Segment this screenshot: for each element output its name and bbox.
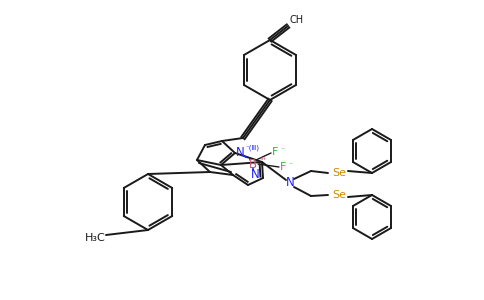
Text: ⁻(Ⅲ): ⁻(Ⅲ) (246, 145, 260, 151)
Text: N: N (236, 146, 244, 158)
Text: H₃C: H₃C (85, 233, 106, 243)
Text: Se: Se (332, 168, 346, 178)
Text: Se: Se (332, 190, 346, 200)
Text: N: N (286, 176, 294, 190)
Text: B: B (249, 158, 257, 172)
Text: ³⁺: ³⁺ (260, 157, 268, 166)
Text: F: F (280, 162, 287, 172)
Text: F: F (272, 147, 278, 157)
Text: ⁻: ⁻ (280, 146, 285, 154)
Text: N: N (251, 169, 259, 182)
Text: ⁻: ⁻ (288, 160, 292, 169)
Text: CH: CH (290, 15, 304, 25)
